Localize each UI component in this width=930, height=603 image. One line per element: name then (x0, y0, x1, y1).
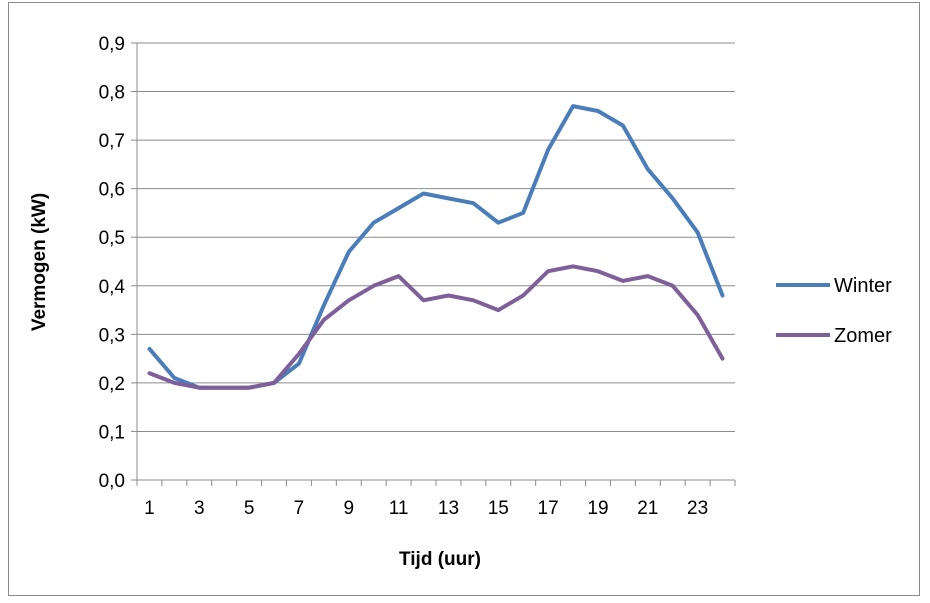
axes (136, 43, 736, 486)
y-axis-title: Vermogen (kW) (29, 193, 50, 331)
x-tick-label: 1 (144, 498, 155, 519)
x-tick-label: 9 (344, 498, 355, 519)
x-tick-label: 15 (488, 498, 509, 519)
x-tick-label: 5 (244, 498, 255, 519)
x-tick-label: 7 (294, 498, 305, 519)
x-tick-label: 17 (538, 498, 559, 519)
y-tick-label: 0,4 (99, 277, 126, 298)
y-tick-label: 0,8 (99, 83, 125, 104)
y-tick-label: 0,3 (99, 325, 125, 346)
y-tick-label: 0,5 (99, 228, 125, 249)
x-tick-label: 19 (587, 498, 608, 519)
legend-label-winter: Winter (834, 275, 892, 297)
y-tick-label: 0,2 (99, 374, 125, 395)
series-line-zomer (147, 264, 725, 390)
y-tick-label: 0,7 (99, 131, 125, 152)
x-tick-label: 23 (687, 498, 708, 519)
y-tick-label: 0,0 (99, 471, 125, 492)
x-tick-labels: 1 3 5 7 9 11 13 15 17 19 21 23 (144, 498, 708, 519)
legend-label-zomer: Zomer (834, 325, 892, 347)
gridlines (131, 42, 735, 481)
y-tick-label: 0,9 (99, 34, 125, 55)
series-line-winter (147, 104, 725, 390)
y-tick-labels: 0,0 0,1 0,2 0,3 0,4 0,5 0,6 0,7 0,8 0,9 (99, 34, 126, 492)
y-tick-label: 0,1 (99, 422, 125, 443)
series-lines (147, 104, 725, 390)
x-tick-label: 11 (389, 498, 409, 519)
x-tick-label: 21 (637, 498, 658, 519)
x-tick-label: 3 (194, 498, 205, 519)
x-tick-label: 13 (438, 498, 459, 519)
y-tick-label: 0,6 (99, 180, 125, 201)
x-axis-title: Tijd (uur) (399, 549, 481, 570)
legend: Winter Zomer (776, 275, 892, 347)
